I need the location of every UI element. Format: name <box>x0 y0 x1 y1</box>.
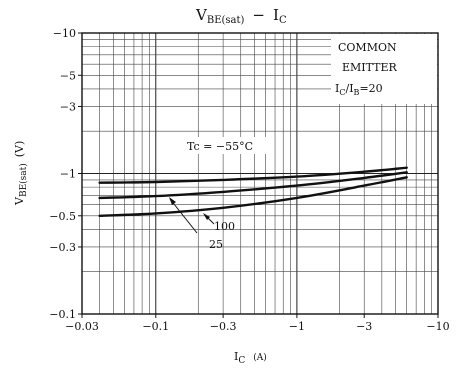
x-axis-label: IC (A) <box>234 350 267 366</box>
y-tick-label: −0.5 <box>49 210 76 223</box>
y-tick-label: −0.1 <box>49 308 76 321</box>
series-label-100: 100 <box>214 220 235 233</box>
y-tick-label: −10 <box>53 27 76 40</box>
y-tick-label: −0.3 <box>49 241 76 254</box>
series-label-tc-minus55: Tc = −55°C <box>187 140 253 153</box>
leader-25-arrow <box>169 197 176 205</box>
chart-title: VBE(sat) − IC <box>195 6 287 26</box>
x-tick-label: −10 <box>426 320 449 333</box>
plot-frame <box>81 32 439 315</box>
series-lines <box>98 166 408 217</box>
y-axis-label: VBE(sat)(V) <box>13 141 29 206</box>
y-tick-label: −5 <box>60 69 76 82</box>
series-label-25: 25 <box>209 238 223 251</box>
x-tick-label: −0.3 <box>210 320 237 333</box>
series-label-bg <box>184 137 268 154</box>
x-tick-label: −0.03 <box>65 320 99 333</box>
y-tick-labels: −0.1 −0.3 −0.5 −1 −3 −5 −10 <box>49 27 82 321</box>
annotation-common: COMMON <box>338 41 397 54</box>
x-tick-label: −1 <box>289 320 305 333</box>
x-tick-label: −0.1 <box>142 320 169 333</box>
y-tick-label: −1 <box>60 168 76 181</box>
x-tick-labels: −0.03 −0.1 −0.3 −1 −3 −10 <box>65 314 450 333</box>
annotation-box <box>331 34 437 104</box>
leader-100-arrow <box>203 213 210 220</box>
annotation-emitter: EMITTER <box>342 61 398 74</box>
annotation-ratio: IC/IB=20 <box>335 82 383 97</box>
leader-25 <box>169 198 198 234</box>
x-tick-label: −3 <box>356 320 372 333</box>
series-line-0 <box>98 166 408 184</box>
series-line-2 <box>98 176 408 217</box>
series-line-1 <box>98 171 408 200</box>
y-tick-label: −3 <box>60 100 76 113</box>
